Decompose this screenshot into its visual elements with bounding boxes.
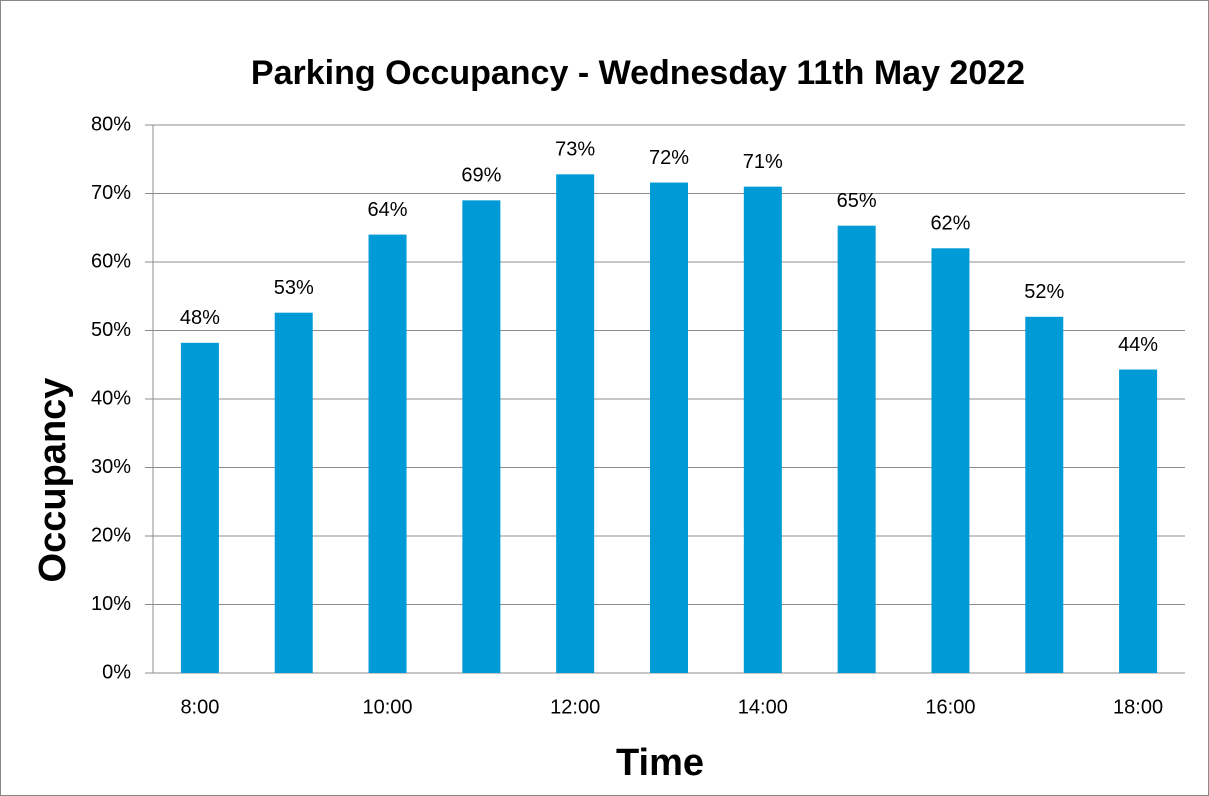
y-tick-label: 0% [102,661,131,683]
bar [1119,369,1158,673]
bar [274,312,313,673]
x-tick-label: 8:00 [180,696,219,718]
data-label: 69% [461,165,501,187]
x-tick-label: 12:00 [550,696,600,718]
bar [650,182,688,674]
x-tick-label: 18:00 [1113,696,1163,718]
y-tick-label: 40% [91,387,131,409]
y-tick-label: 60% [91,250,131,272]
y-tick-label: 70% [91,182,131,204]
bar [556,174,595,673]
data-label: 64% [368,199,408,221]
data-label: 53% [274,277,314,299]
data-label: 65% [837,190,877,212]
x-tick-label: 14:00 [738,696,788,718]
bar [837,225,876,673]
x-axis-label: Time [616,742,704,784]
x-tick-label: 16:00 [925,696,975,718]
bar [462,200,501,673]
data-label: 62% [930,213,970,235]
y-axis-label: Occupancy [32,378,74,583]
bar [180,342,219,673]
y-tick-label: 80% [91,113,131,135]
bar [743,186,782,673]
bar [1025,316,1064,673]
data-label: 48% [180,307,220,329]
chart-title: Parking Occupancy - Wednesday 11th May 2… [251,54,1025,92]
data-label: 71% [743,151,783,173]
y-tick-label: 30% [91,456,131,478]
bar [931,248,970,674]
y-tick-label: 10% [91,593,131,615]
data-label: 52% [1024,281,1064,303]
y-tick-label: 50% [91,319,131,341]
y-tick-label: 20% [91,524,131,546]
data-label: 72% [649,147,689,169]
bar [368,234,407,673]
data-label: 44% [1118,334,1158,356]
x-tick-label: 10:00 [363,696,413,718]
data-label: 73% [555,139,595,161]
